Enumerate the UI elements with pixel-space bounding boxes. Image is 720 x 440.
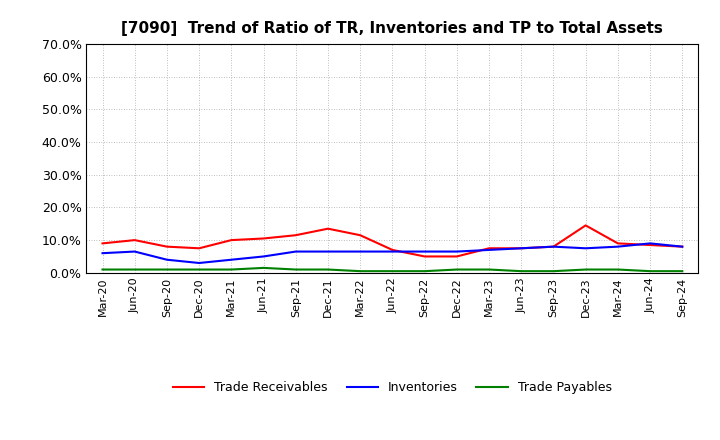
Trade Payables: [420, 268, 429, 274]
Inventories: [130, 249, 139, 254]
Trade Payables: [581, 267, 590, 272]
Trade Payables: [130, 267, 139, 272]
Trade Receivables: [517, 246, 526, 251]
Inventories: [163, 257, 171, 262]
Line: Inventories: Inventories: [102, 243, 683, 263]
Trade Payables: [324, 267, 333, 272]
Title: [7090]  Trend of Ratio of TR, Inventories and TP to Total Assets: [7090] Trend of Ratio of TR, Inventories…: [122, 21, 663, 36]
Trade Receivables: [292, 233, 300, 238]
Inventories: [420, 249, 429, 254]
Trade Payables: [678, 268, 687, 274]
Inventories: [613, 244, 622, 249]
Trade Receivables: [388, 247, 397, 253]
Inventories: [324, 249, 333, 254]
Trade Receivables: [227, 238, 235, 243]
Trade Receivables: [163, 244, 171, 249]
Inventories: [452, 249, 461, 254]
Line: Trade Payables: Trade Payables: [102, 268, 683, 271]
Trade Payables: [549, 268, 558, 274]
Trade Receivables: [613, 241, 622, 246]
Inventories: [517, 246, 526, 251]
Trade Receivables: [420, 254, 429, 259]
Inventories: [581, 246, 590, 251]
Trade Payables: [517, 268, 526, 274]
Legend: Trade Receivables, Inventories, Trade Payables: Trade Receivables, Inventories, Trade Pa…: [168, 376, 617, 399]
Trade Receivables: [324, 226, 333, 231]
Inventories: [485, 247, 493, 253]
Line: Trade Receivables: Trade Receivables: [102, 225, 683, 257]
Trade Receivables: [130, 238, 139, 243]
Trade Receivables: [646, 242, 654, 248]
Trade Payables: [195, 267, 204, 272]
Inventories: [98, 250, 107, 256]
Trade Payables: [485, 267, 493, 272]
Inventories: [195, 260, 204, 266]
Trade Payables: [356, 268, 364, 274]
Trade Receivables: [259, 236, 268, 241]
Trade Receivables: [356, 233, 364, 238]
Inventories: [646, 241, 654, 246]
Trade Payables: [163, 267, 171, 272]
Trade Payables: [292, 267, 300, 272]
Trade Receivables: [485, 246, 493, 251]
Trade Receivables: [581, 223, 590, 228]
Trade Payables: [259, 265, 268, 271]
Inventories: [388, 249, 397, 254]
Trade Receivables: [195, 246, 204, 251]
Trade Payables: [388, 268, 397, 274]
Trade Receivables: [678, 244, 687, 249]
Inventories: [549, 244, 558, 249]
Trade Payables: [452, 267, 461, 272]
Trade Payables: [613, 267, 622, 272]
Inventories: [356, 249, 364, 254]
Trade Payables: [646, 268, 654, 274]
Trade Payables: [98, 267, 107, 272]
Inventories: [292, 249, 300, 254]
Trade Receivables: [452, 254, 461, 259]
Inventories: [227, 257, 235, 262]
Trade Receivables: [549, 244, 558, 249]
Inventories: [678, 244, 687, 249]
Trade Payables: [227, 267, 235, 272]
Inventories: [259, 254, 268, 259]
Trade Receivables: [98, 241, 107, 246]
